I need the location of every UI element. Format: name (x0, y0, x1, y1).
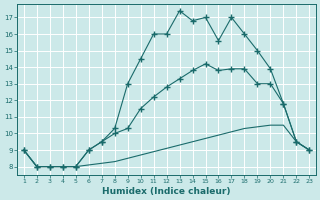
X-axis label: Humidex (Indice chaleur): Humidex (Indice chaleur) (102, 187, 231, 196)
